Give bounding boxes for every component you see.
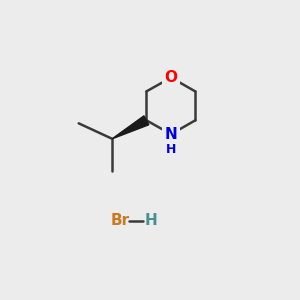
Text: O: O — [165, 70, 178, 85]
Text: Br: Br — [111, 213, 130, 228]
Text: H: H — [145, 213, 158, 228]
Text: N: N — [165, 127, 178, 142]
Polygon shape — [112, 116, 149, 139]
Text: H: H — [166, 143, 176, 156]
